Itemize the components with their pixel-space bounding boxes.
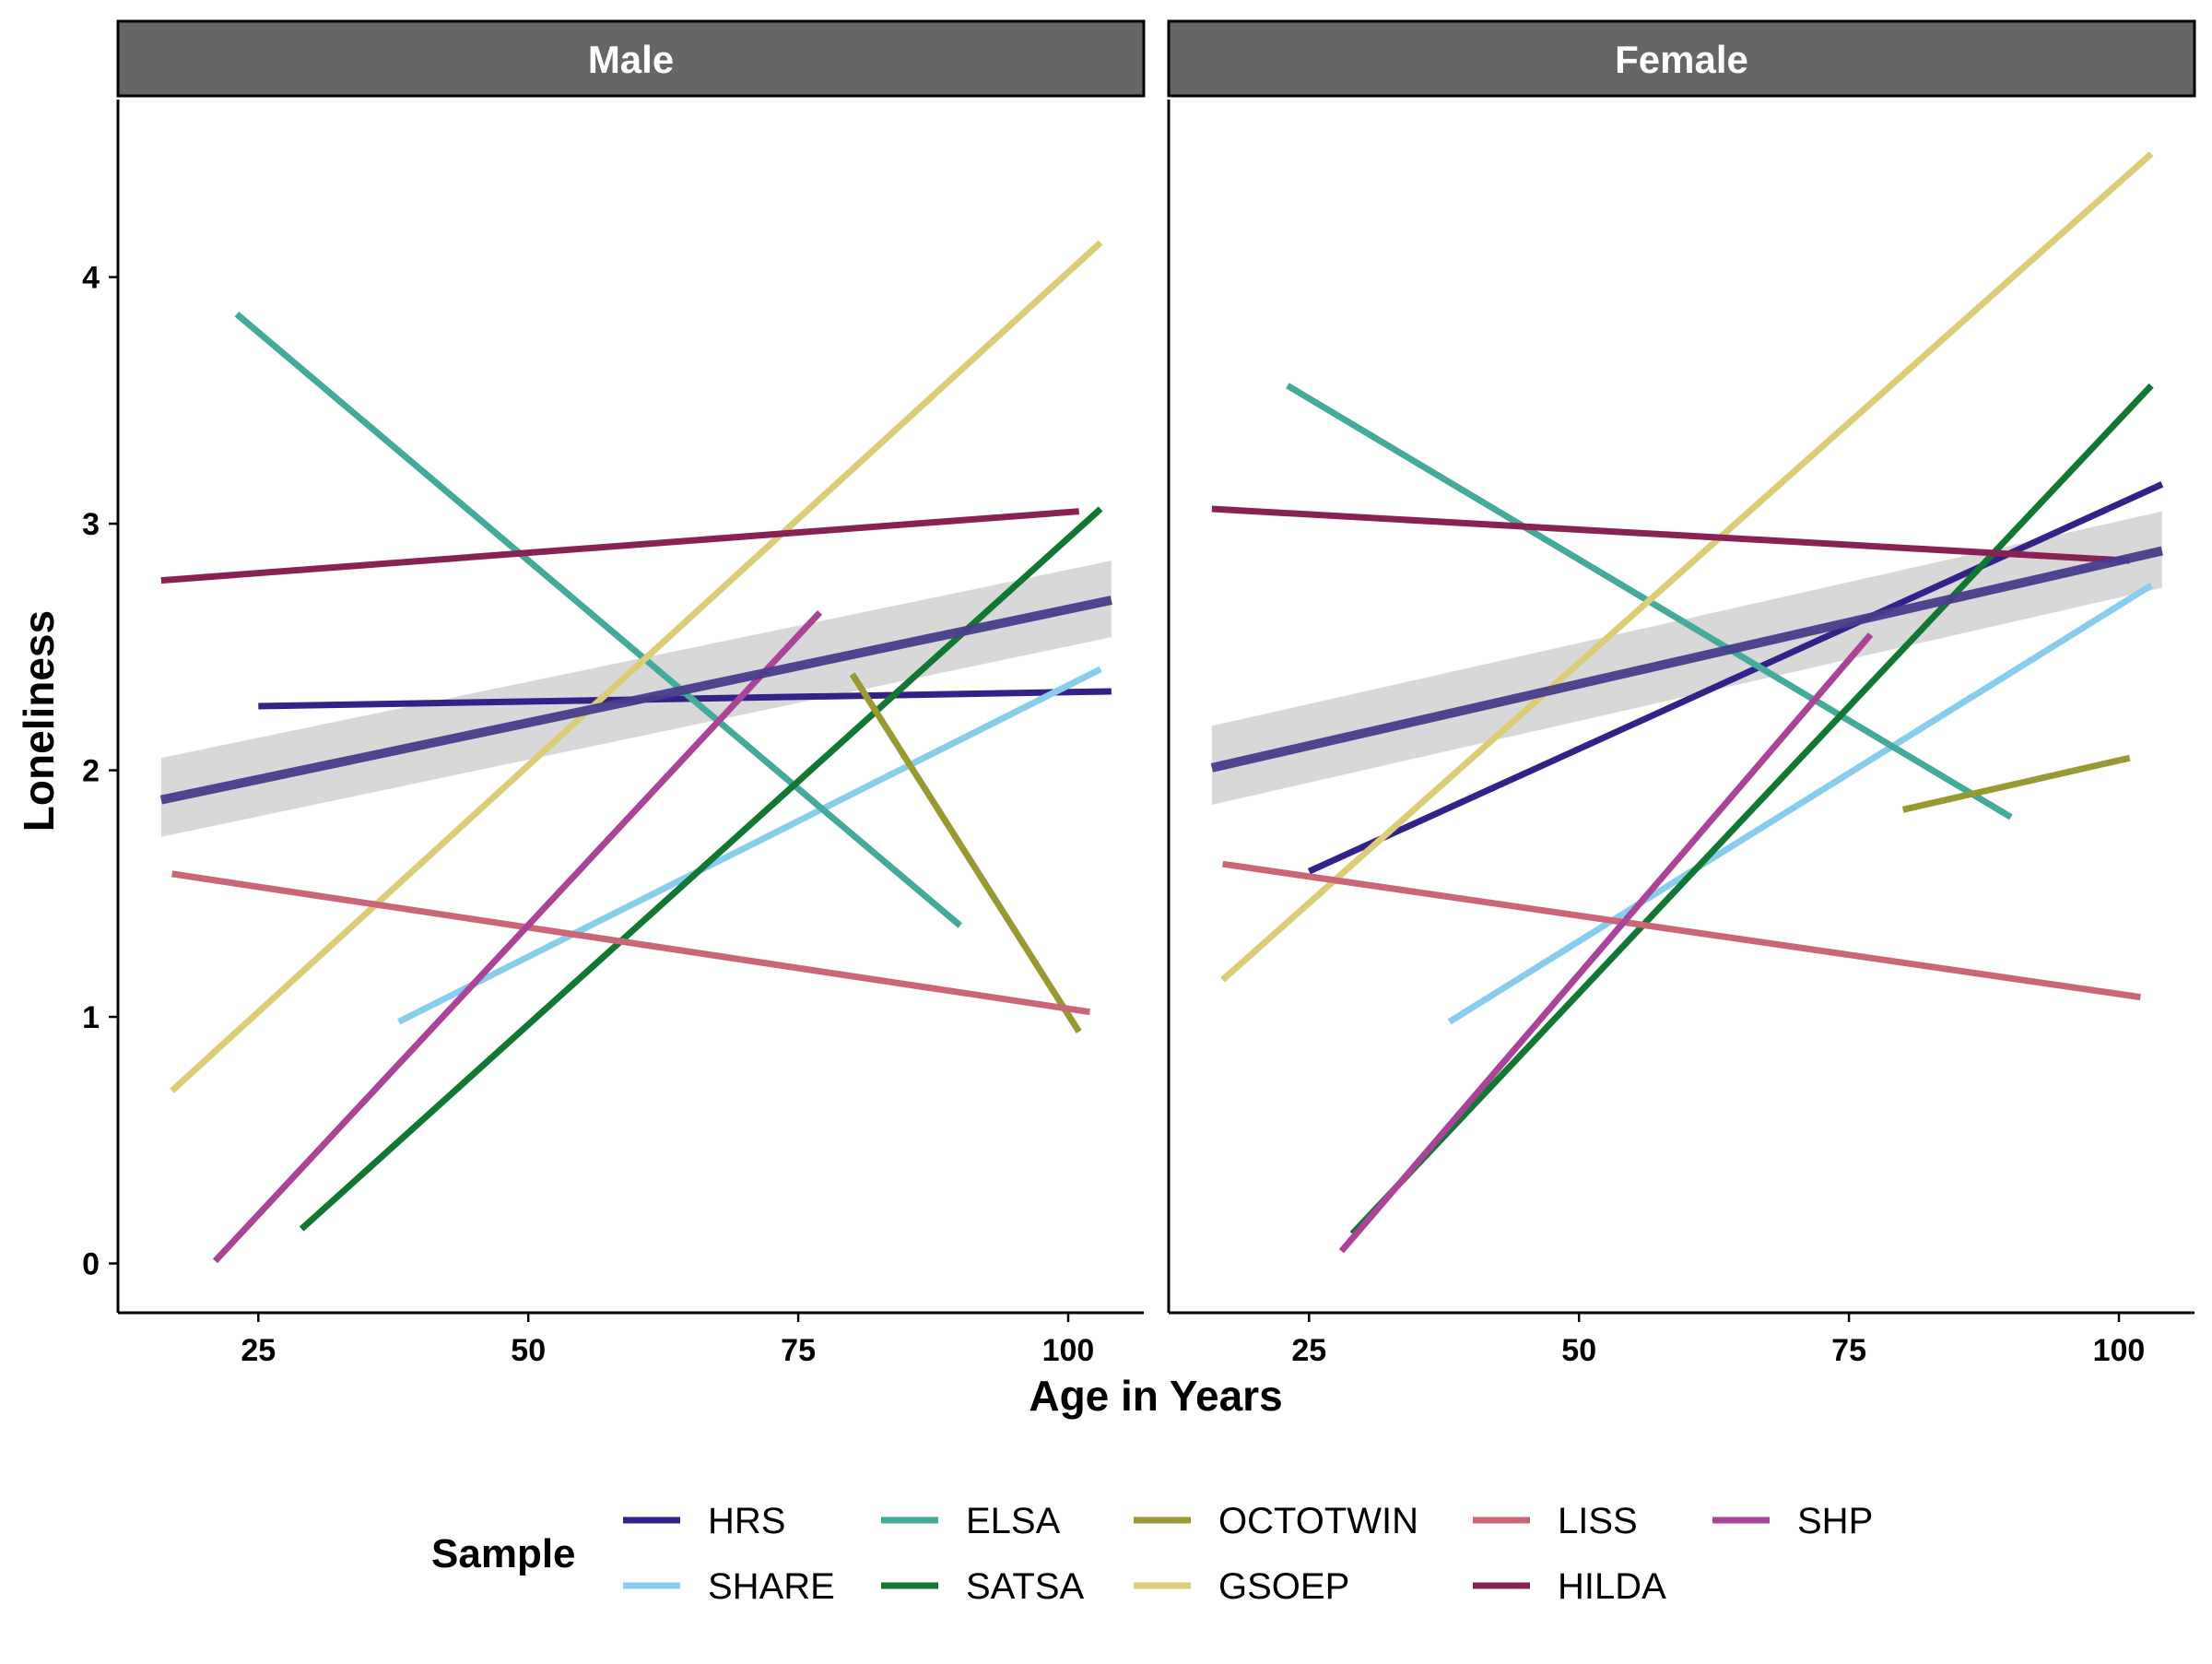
series-line-hilda [1211, 505, 2130, 564]
legend-label-elsa: ELSA [966, 1501, 1061, 1541]
legend-label-liss: LISS [1558, 1501, 1638, 1541]
legend-label-hrs: HRS [708, 1501, 785, 1541]
x-tick-label: 50 [1561, 1333, 1596, 1368]
legend-label-hilda: HILDA [1558, 1566, 1666, 1607]
series-line-hilda [160, 508, 1079, 584]
strip-header [1167, 19, 2196, 98]
overall-trend-line [1210, 546, 2163, 773]
x-tick-label: 75 [1831, 1333, 1866, 1368]
legend-label-gsoep: GSOEP [1218, 1566, 1349, 1607]
y-tick-label: 4 [82, 261, 100, 296]
x-tick-label: 25 [241, 1333, 276, 1368]
x-tick-label: 100 [1042, 1333, 1095, 1368]
series-line-satsa [299, 506, 1103, 1232]
strip-label: Male [588, 38, 674, 81]
series-line-elsa [234, 312, 963, 928]
x-axis-title: Age in Years [1029, 1372, 1282, 1420]
x-tick-label: 75 [781, 1333, 816, 1368]
y-tick-label: 3 [82, 507, 100, 542]
series-line-shp [1338, 632, 1874, 1254]
series-line-octotwin [849, 672, 1082, 1033]
series-line-hrs [1307, 481, 2164, 875]
legend-label-share: SHARE [708, 1566, 835, 1607]
legend-title: Sample [431, 1531, 576, 1576]
legend-label-satsa: SATSA [966, 1566, 1085, 1607]
legend: Sample HRS SHARE ELSA SATSA OCTOTWIN GSOEP LISS… [431, 1501, 1873, 1607]
y-tick-label: 0 [82, 1247, 100, 1282]
overall-trend-line [159, 596, 1112, 805]
y-tick-label: 1 [82, 1000, 100, 1035]
series-line-liss [171, 870, 1090, 1016]
x-tick-label: 100 [2093, 1333, 2146, 1368]
strip-label: Female [1615, 38, 1748, 81]
series-line-share [397, 666, 1102, 1025]
series-line-liss [1222, 860, 2141, 1001]
series-line-hrs [258, 688, 1112, 710]
series-line-gsoep [170, 240, 1103, 1093]
panel-male: Male 25 50 75 100 [116, 19, 1146, 1368]
legend-label-shp: SHP [1797, 1501, 1873, 1541]
x-tick-label: 25 [1291, 1333, 1326, 1368]
y-tick-label: 2 [82, 754, 100, 789]
y-axis-title: Loneliness [15, 610, 63, 832]
legend-label-octotwin: OCTOTWIN [1218, 1501, 1418, 1541]
series-line-satsa [1349, 383, 2154, 1236]
series-line-octotwin [1901, 754, 2131, 813]
series-line-gsoep [1220, 151, 2154, 983]
series-line-share [1447, 582, 2153, 1025]
strip-header [116, 19, 1146, 98]
panel-female: Female 25 50 75 100 [1167, 19, 2196, 1368]
x-tick-label: 50 [511, 1333, 546, 1368]
series-line-shp [212, 609, 823, 1264]
